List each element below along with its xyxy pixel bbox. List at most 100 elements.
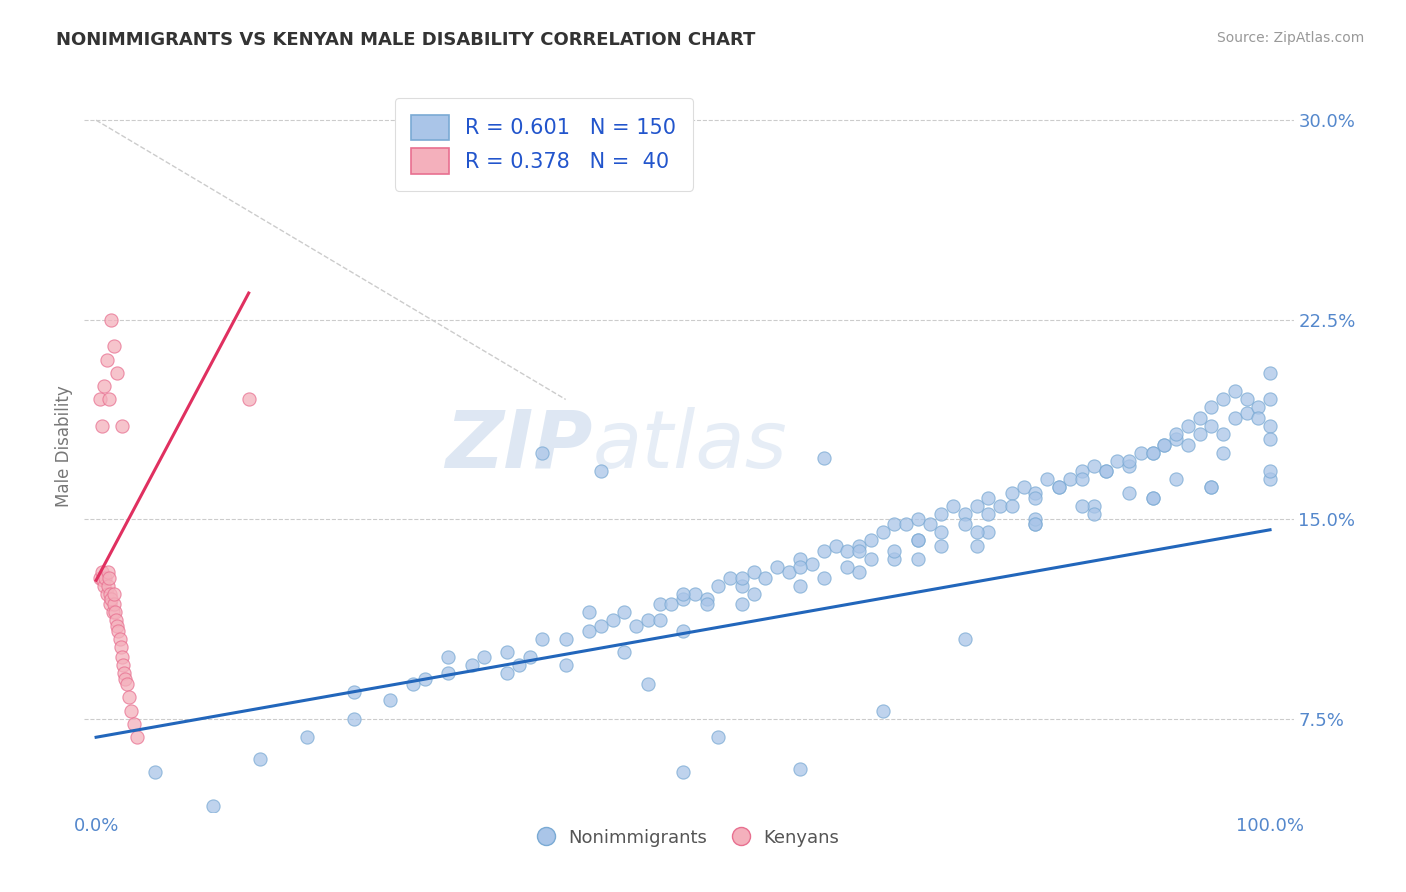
Point xyxy=(659,597,682,611)
Point xyxy=(1071,499,1094,513)
Point xyxy=(966,499,988,513)
Point xyxy=(1177,438,1199,452)
Point xyxy=(103,586,125,600)
Point xyxy=(589,618,612,632)
Point xyxy=(1236,392,1258,407)
Point xyxy=(1001,485,1024,500)
Point xyxy=(96,352,118,367)
Point xyxy=(343,712,366,726)
Point xyxy=(1142,445,1164,459)
Point xyxy=(89,392,111,407)
Point xyxy=(1047,480,1070,494)
Point xyxy=(931,525,953,540)
Point xyxy=(1258,464,1281,478)
Point xyxy=(98,571,121,585)
Point xyxy=(93,379,115,393)
Point xyxy=(907,533,929,548)
Point xyxy=(1024,491,1046,505)
Point xyxy=(114,672,136,686)
Point xyxy=(707,731,730,745)
Point xyxy=(112,658,135,673)
Point xyxy=(578,605,600,619)
Point xyxy=(613,605,636,619)
Point xyxy=(931,539,953,553)
Point xyxy=(742,586,765,600)
Point xyxy=(848,544,870,558)
Point xyxy=(966,539,988,553)
Text: ZIP: ZIP xyxy=(444,407,592,485)
Point xyxy=(1083,499,1105,513)
Point xyxy=(1024,517,1046,532)
Point xyxy=(859,533,882,548)
Point xyxy=(91,574,114,588)
Point xyxy=(872,704,894,718)
Point xyxy=(718,571,741,585)
Point xyxy=(977,491,1000,505)
Point xyxy=(111,419,134,434)
Point xyxy=(637,677,659,691)
Point xyxy=(1118,453,1140,467)
Point xyxy=(1071,472,1094,486)
Point xyxy=(848,539,870,553)
Text: Source: ZipAtlas.com: Source: ZipAtlas.com xyxy=(1216,31,1364,45)
Point xyxy=(112,666,135,681)
Point xyxy=(602,613,624,627)
Point xyxy=(918,517,941,532)
Point xyxy=(115,677,138,691)
Point xyxy=(672,624,695,638)
Point xyxy=(1188,411,1211,425)
Point xyxy=(97,579,120,593)
Point xyxy=(1212,445,1234,459)
Point xyxy=(789,579,811,593)
Point xyxy=(1177,419,1199,434)
Point xyxy=(1236,406,1258,420)
Point xyxy=(966,525,988,540)
Legend: Nonimmigrants, Kenyans: Nonimmigrants, Kenyans xyxy=(531,822,846,854)
Point xyxy=(437,650,460,665)
Point xyxy=(1094,464,1116,478)
Point xyxy=(1024,485,1046,500)
Point xyxy=(1258,472,1281,486)
Point xyxy=(883,517,905,532)
Point xyxy=(1201,480,1223,494)
Point xyxy=(672,764,695,779)
Point xyxy=(789,762,811,776)
Point xyxy=(813,571,835,585)
Point xyxy=(907,552,929,566)
Point xyxy=(413,672,436,686)
Point xyxy=(508,658,530,673)
Point xyxy=(96,586,118,600)
Point xyxy=(953,507,976,521)
Point xyxy=(496,645,519,659)
Point xyxy=(1083,507,1105,521)
Point xyxy=(813,544,835,558)
Point xyxy=(1258,366,1281,380)
Point xyxy=(1083,458,1105,473)
Point xyxy=(731,571,754,585)
Point xyxy=(696,597,718,611)
Text: NONIMMIGRANTS VS KENYAN MALE DISABILITY CORRELATION CHART: NONIMMIGRANTS VS KENYAN MALE DISABILITY … xyxy=(56,31,755,49)
Point xyxy=(554,632,576,646)
Point xyxy=(238,392,260,407)
Point xyxy=(1118,485,1140,500)
Point xyxy=(1201,480,1223,494)
Point xyxy=(648,613,671,627)
Point xyxy=(531,445,554,459)
Point xyxy=(1012,480,1035,494)
Point xyxy=(98,392,121,407)
Point xyxy=(1153,438,1175,452)
Point xyxy=(98,586,121,600)
Point xyxy=(104,605,127,619)
Point xyxy=(437,666,460,681)
Point xyxy=(683,586,706,600)
Point xyxy=(859,552,882,566)
Point xyxy=(97,566,120,580)
Point xyxy=(696,591,718,606)
Point xyxy=(343,685,366,699)
Point xyxy=(1258,392,1281,407)
Point xyxy=(953,517,976,532)
Point xyxy=(1153,438,1175,452)
Point xyxy=(731,597,754,611)
Point xyxy=(931,507,953,521)
Point xyxy=(472,650,495,665)
